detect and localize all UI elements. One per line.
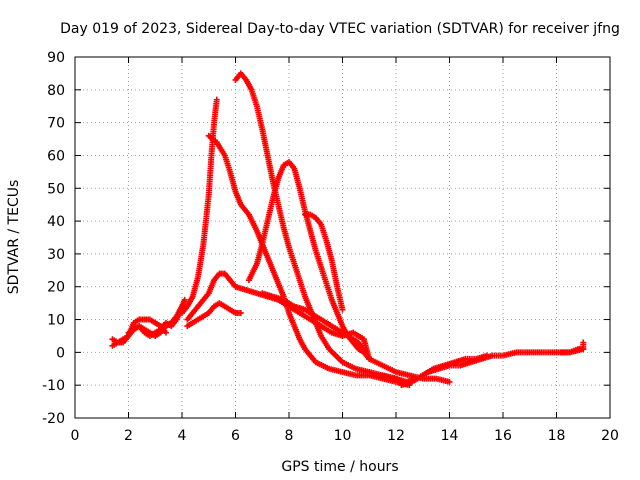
series-arc-4 — [179, 96, 220, 316]
x-tick-label: 2 — [124, 428, 133, 444]
x-tick-label: 8 — [285, 428, 294, 444]
x-tick-label: 12 — [387, 428, 405, 444]
y-tick-label: -10 — [42, 378, 65, 394]
y-tick-label: 70 — [47, 116, 65, 132]
chart-grid — [75, 57, 610, 418]
y-tick-label: 20 — [47, 280, 65, 296]
axis-tick-labels: 0 2 4 6 8 10 12 14 16 18 20 -20 -10 0 10 20 30 40 50 60 70 80… — [42, 50, 619, 444]
series-arc-11 — [259, 290, 453, 385]
y-tick-label: 30 — [47, 247, 65, 263]
y-tick-label: 60 — [47, 148, 65, 164]
plus-marker — [237, 309, 244, 316]
data-marks — [109, 70, 587, 389]
y-tick-label: 0 — [56, 345, 65, 361]
series-arc-3 — [125, 296, 188, 339]
series-arc-8 — [302, 211, 346, 313]
series-arc-14 — [558, 339, 587, 356]
y-axis-label: SDTVAR / TECUs — [6, 180, 22, 295]
series-arc-5 — [205, 132, 413, 389]
x-tick-label: 14 — [441, 428, 459, 444]
y-tick-label: 80 — [47, 83, 65, 99]
y-tick-label: 50 — [47, 181, 65, 197]
plus-marker — [181, 296, 188, 303]
axis-ticks — [74, 56, 611, 419]
series-arc-10 — [184, 300, 244, 330]
y-tick-label: -20 — [42, 411, 65, 427]
y-tick-label: 10 — [47, 313, 65, 329]
series-arc-12 — [379, 346, 587, 385]
x-tick-label: 0 — [71, 428, 80, 444]
plus-marker — [213, 96, 220, 103]
plus-marker — [446, 378, 453, 385]
y-tick-label: 40 — [47, 214, 65, 230]
x-axis-label: GPS time / hours — [281, 459, 398, 475]
x-tick-label: 10 — [334, 428, 352, 444]
plus-marker — [483, 352, 490, 359]
x-tick-label: 4 — [178, 428, 187, 444]
x-tick-label: 20 — [601, 428, 619, 444]
x-tick-label: 16 — [494, 428, 512, 444]
plus-marker — [580, 339, 587, 346]
chart-title: Day 019 of 2023, Sidereal Day-to-day VTE… — [60, 21, 620, 37]
series-arc-6 — [232, 70, 399, 382]
plus-marker — [339, 306, 346, 313]
series-arc-13 — [398, 352, 490, 389]
x-tick-label: 18 — [548, 428, 566, 444]
plus-marker — [162, 329, 169, 336]
y-tick-label: 90 — [47, 50, 65, 66]
x-tick-label: 6 — [231, 428, 240, 444]
